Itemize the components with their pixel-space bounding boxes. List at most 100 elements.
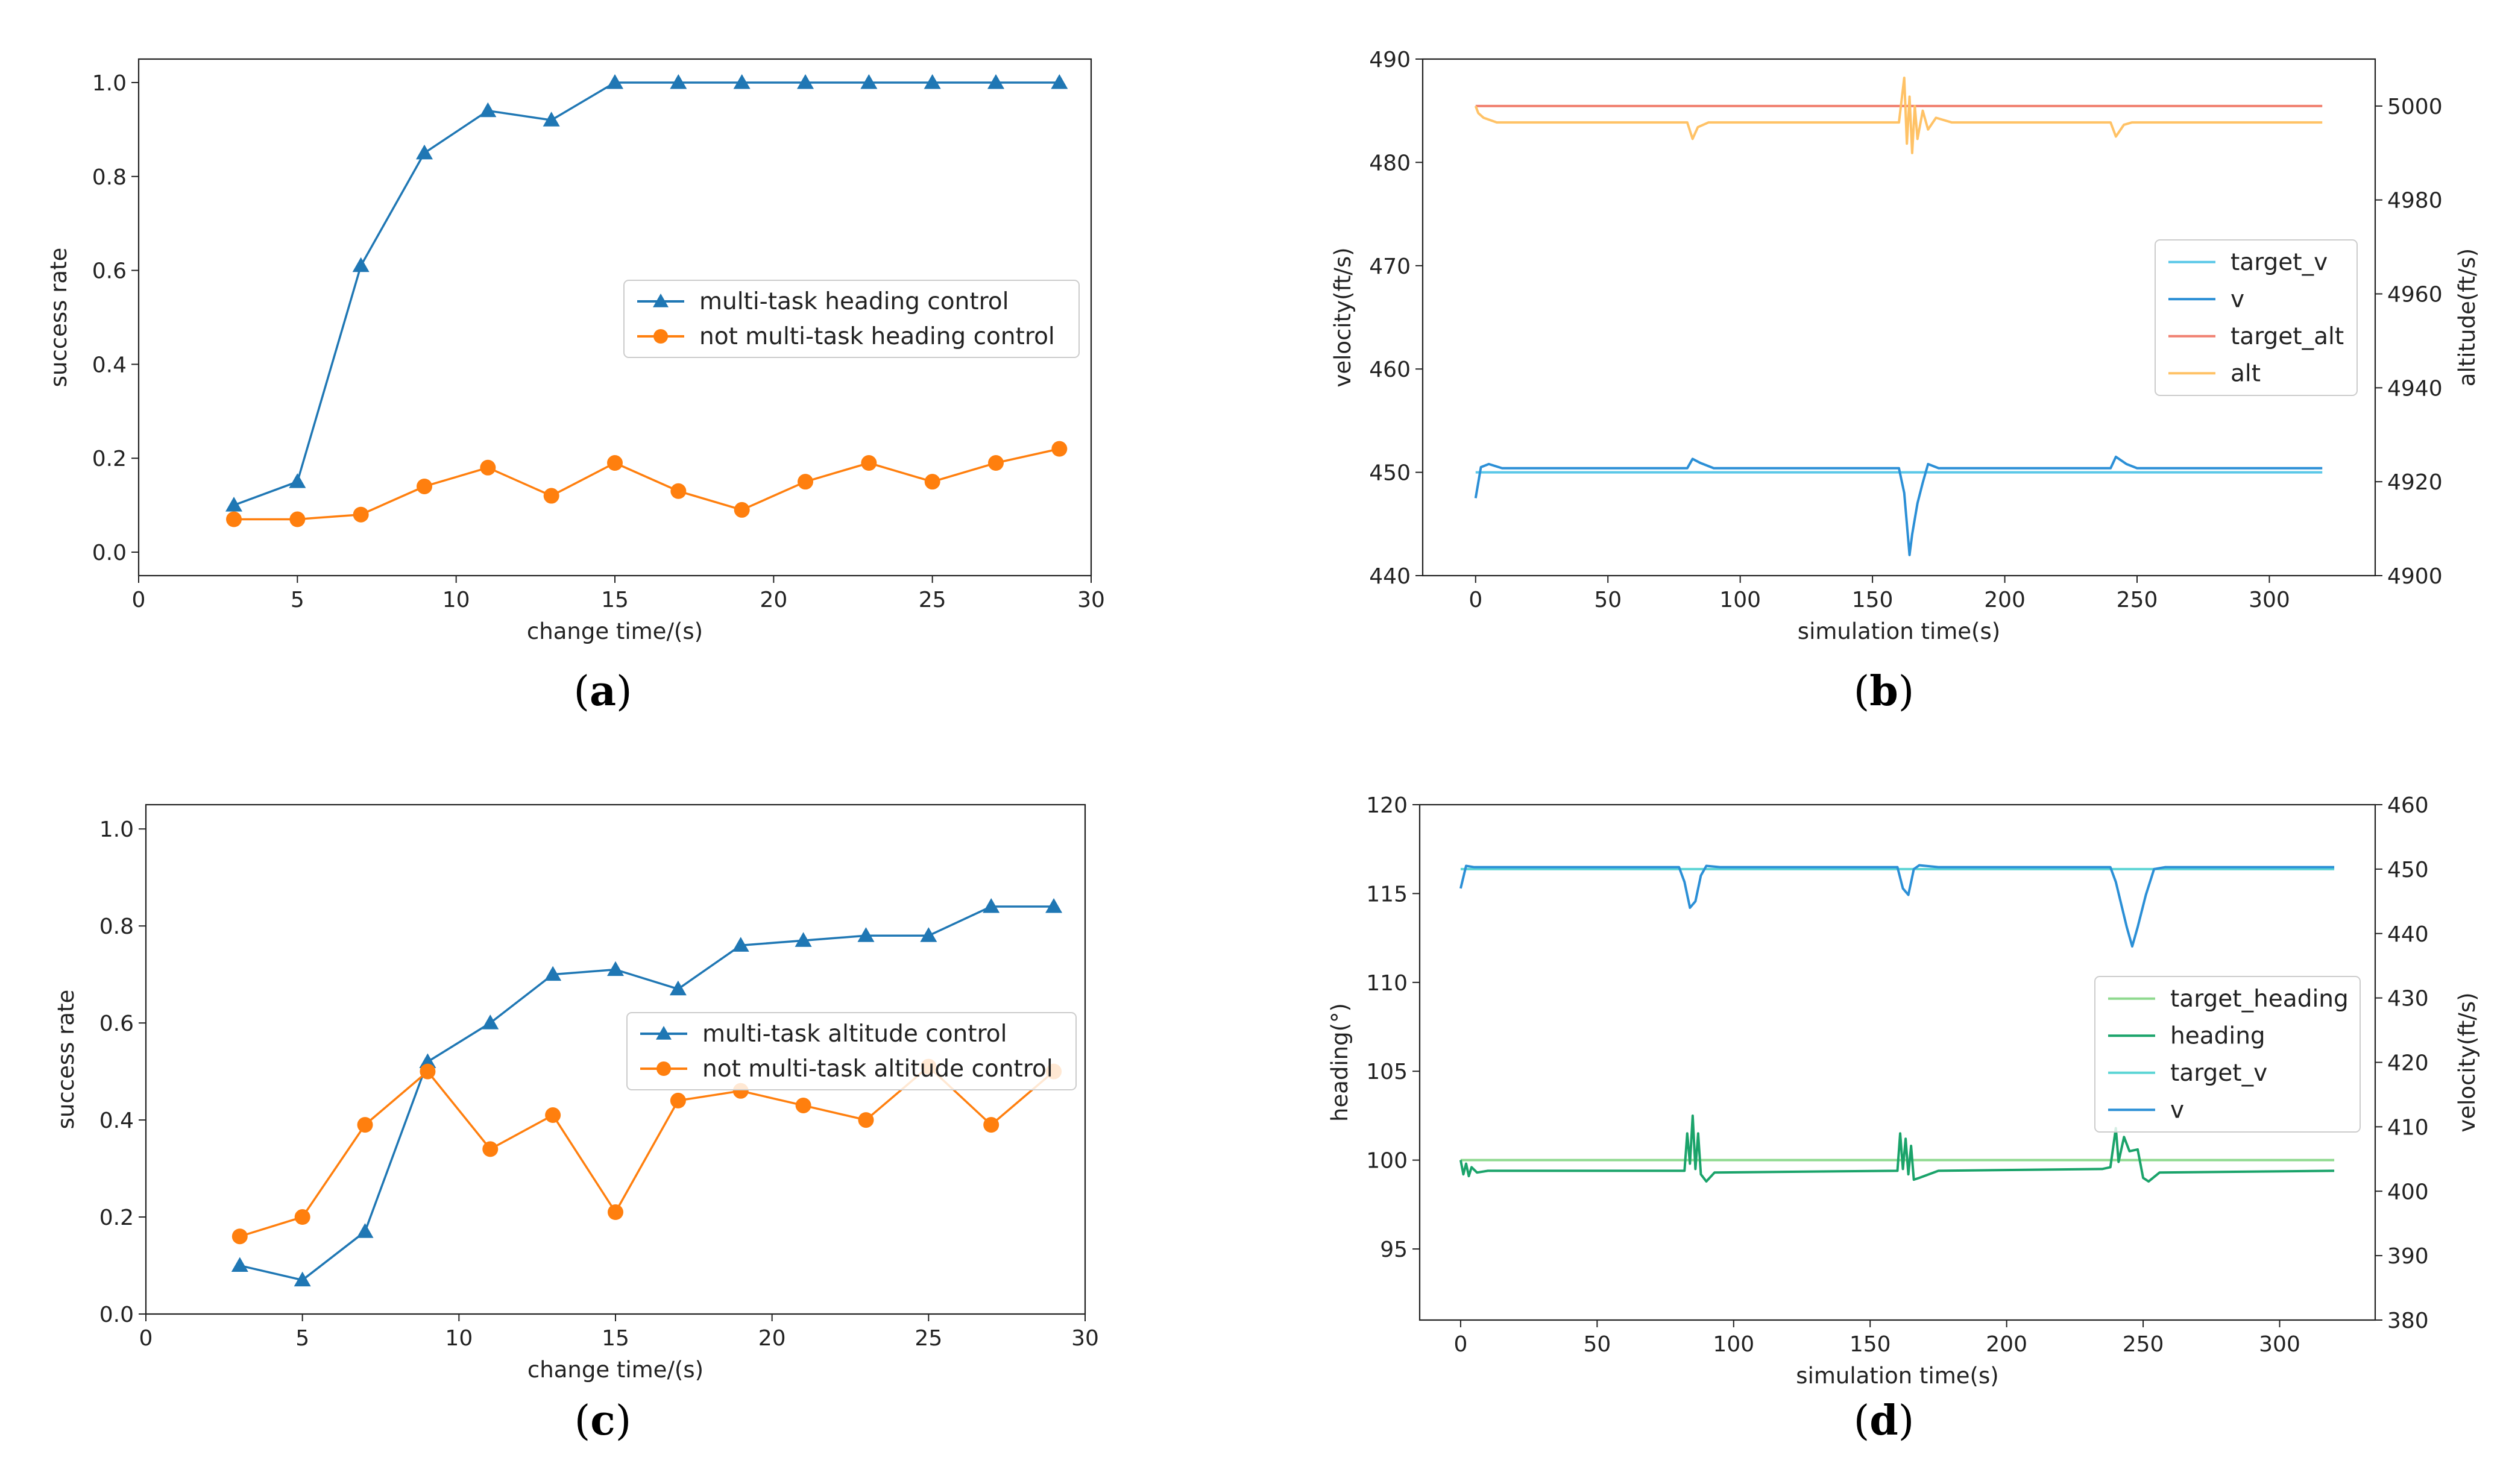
x-tick-label: 25 bbox=[915, 1326, 942, 1351]
caption-letter: a bbox=[590, 667, 616, 715]
legend-marker bbox=[653, 294, 669, 307]
y-axis-label: heading(°) bbox=[1327, 1003, 1353, 1122]
caption-letter: b bbox=[1869, 667, 1898, 715]
legend-label: target_v bbox=[2231, 249, 2328, 276]
data-point bbox=[1051, 74, 1068, 89]
panel-c: 0 5 10 15 20 25 30 0.0 0.2 0.4 0.6 0.8 1.0 change tim… bbox=[53, 803, 1099, 1445]
data-point bbox=[480, 459, 496, 476]
panel-a: 0 5 10 15 20 25 30 0.0 0.2 0.4 0.6 0.8 1.0 change tim… bbox=[46, 58, 1105, 715]
y-tick-label: 0.8 bbox=[92, 165, 127, 190]
y-tick-label: 115 bbox=[1366, 882, 1408, 907]
series-not-multi-task-heading-control bbox=[226, 441, 1068, 527]
y-tick-label: 460 bbox=[1369, 357, 1411, 382]
series-heading bbox=[1459, 1114, 2335, 1183]
panel-caption: (b) bbox=[1854, 667, 1915, 715]
series-line bbox=[1459, 864, 2335, 948]
x-tick-label: 250 bbox=[2123, 1332, 2164, 1357]
legend-box bbox=[2094, 976, 2361, 1133]
data-point bbox=[356, 1223, 374, 1238]
y-tick-label: 0.0 bbox=[99, 1303, 134, 1327]
data-point bbox=[924, 474, 940, 490]
x-tick-label: 5 bbox=[291, 588, 304, 612]
data-point bbox=[482, 1141, 499, 1157]
legend-label: v bbox=[2170, 1096, 2184, 1124]
y-tick-label: 0.4 bbox=[99, 1108, 134, 1133]
data-point bbox=[357, 1117, 373, 1133]
data-point bbox=[733, 74, 751, 89]
data-point bbox=[795, 932, 812, 947]
series-line bbox=[239, 905, 1054, 1281]
y-right-tick-label: 5000 bbox=[2387, 95, 2443, 119]
data-point bbox=[607, 961, 624, 976]
y-right-axis-label: velocity(ft/s) bbox=[2454, 992, 2480, 1132]
y-tick-label: 440 bbox=[1369, 564, 1411, 589]
data-point bbox=[231, 1257, 248, 1272]
y-tick-label: 0.6 bbox=[92, 259, 127, 284]
series-v bbox=[1474, 455, 2323, 556]
data-point bbox=[417, 478, 432, 494]
legend-label: not multi-task altitude control bbox=[702, 1055, 1053, 1083]
x-tick-label: 10 bbox=[445, 1326, 473, 1351]
data-point bbox=[734, 501, 750, 518]
legend-box bbox=[623, 280, 1080, 358]
y-tick-label: 480 bbox=[1369, 151, 1411, 175]
data-point bbox=[988, 455, 1004, 471]
legend-label: multi-task altitude control bbox=[702, 1020, 1007, 1048]
legend: multi-task altitude control not multi-tas… bbox=[626, 1012, 1077, 1090]
data-point bbox=[797, 74, 814, 89]
data-point bbox=[353, 506, 369, 523]
y-tick-label: 490 bbox=[1369, 48, 1411, 72]
data-point bbox=[920, 927, 937, 942]
data-point bbox=[606, 74, 623, 89]
data-point bbox=[860, 74, 878, 89]
y-right-tick-label: 420 bbox=[2387, 1051, 2429, 1076]
y-tick-label: 110 bbox=[1366, 971, 1408, 996]
x-tick-label: 5 bbox=[295, 1326, 309, 1351]
caption-close-paren: ) bbox=[616, 668, 632, 715]
x-tick-label: 300 bbox=[2249, 588, 2290, 612]
plot-frame bbox=[1421, 58, 2376, 577]
panel-caption: (a) bbox=[573, 667, 632, 715]
legend-box bbox=[626, 1012, 1077, 1090]
series-line bbox=[1474, 77, 2323, 154]
legend-marker bbox=[656, 1061, 671, 1076]
y-right-tick-label: 460 bbox=[2387, 793, 2429, 818]
y-axis-label: success rate bbox=[53, 990, 79, 1130]
data-point bbox=[1051, 441, 1068, 457]
y-axis-label: velocity(ft/s) bbox=[1330, 247, 1356, 387]
x-tick-label: 100 bbox=[1719, 588, 1761, 612]
x-tick-label: 150 bbox=[1850, 1332, 1891, 1357]
x-tick-label: 10 bbox=[442, 588, 470, 612]
panel-b: 0 50 100 150 200 250 300 440 450 460 470 480 490 4900… bbox=[1330, 48, 2480, 715]
data-point bbox=[231, 1228, 248, 1245]
panel-caption: (c) bbox=[575, 1397, 631, 1445]
data-point bbox=[861, 455, 877, 471]
series-line bbox=[1474, 455, 2323, 556]
legend-label: v bbox=[2231, 286, 2244, 313]
x-tick-label: 200 bbox=[1984, 588, 2026, 612]
y-tick-label: 0.6 bbox=[99, 1011, 134, 1036]
x-axis-label: simulation time(s) bbox=[1798, 618, 2000, 644]
y-right-tick-label: 410 bbox=[2387, 1115, 2429, 1140]
caption-close-paren: ) bbox=[1898, 668, 1915, 715]
x-tick-label: 0 bbox=[139, 1326, 153, 1351]
y-tick-label: 105 bbox=[1366, 1060, 1408, 1084]
y-tick-label: 120 bbox=[1366, 793, 1408, 818]
y-axis-label: success rate bbox=[46, 248, 72, 388]
data-point bbox=[608, 1204, 623, 1220]
caption-open-paren: ( bbox=[575, 1397, 591, 1445]
legend-label: multi-task heading control bbox=[699, 288, 1009, 315]
data-point bbox=[987, 74, 1004, 89]
panel-caption: (d) bbox=[1854, 1397, 1915, 1445]
data-point bbox=[226, 511, 242, 527]
y-tick-label: 100 bbox=[1366, 1149, 1408, 1174]
caption-letter: c bbox=[590, 1397, 615, 1445]
legend-marker bbox=[653, 329, 668, 344]
x-tick-label: 15 bbox=[602, 1326, 629, 1351]
series-multi-task-altitude-control bbox=[231, 898, 1063, 1287]
x-tick-label: 30 bbox=[1077, 588, 1105, 612]
legend-box bbox=[2155, 239, 2358, 396]
data-point bbox=[670, 483, 687, 499]
